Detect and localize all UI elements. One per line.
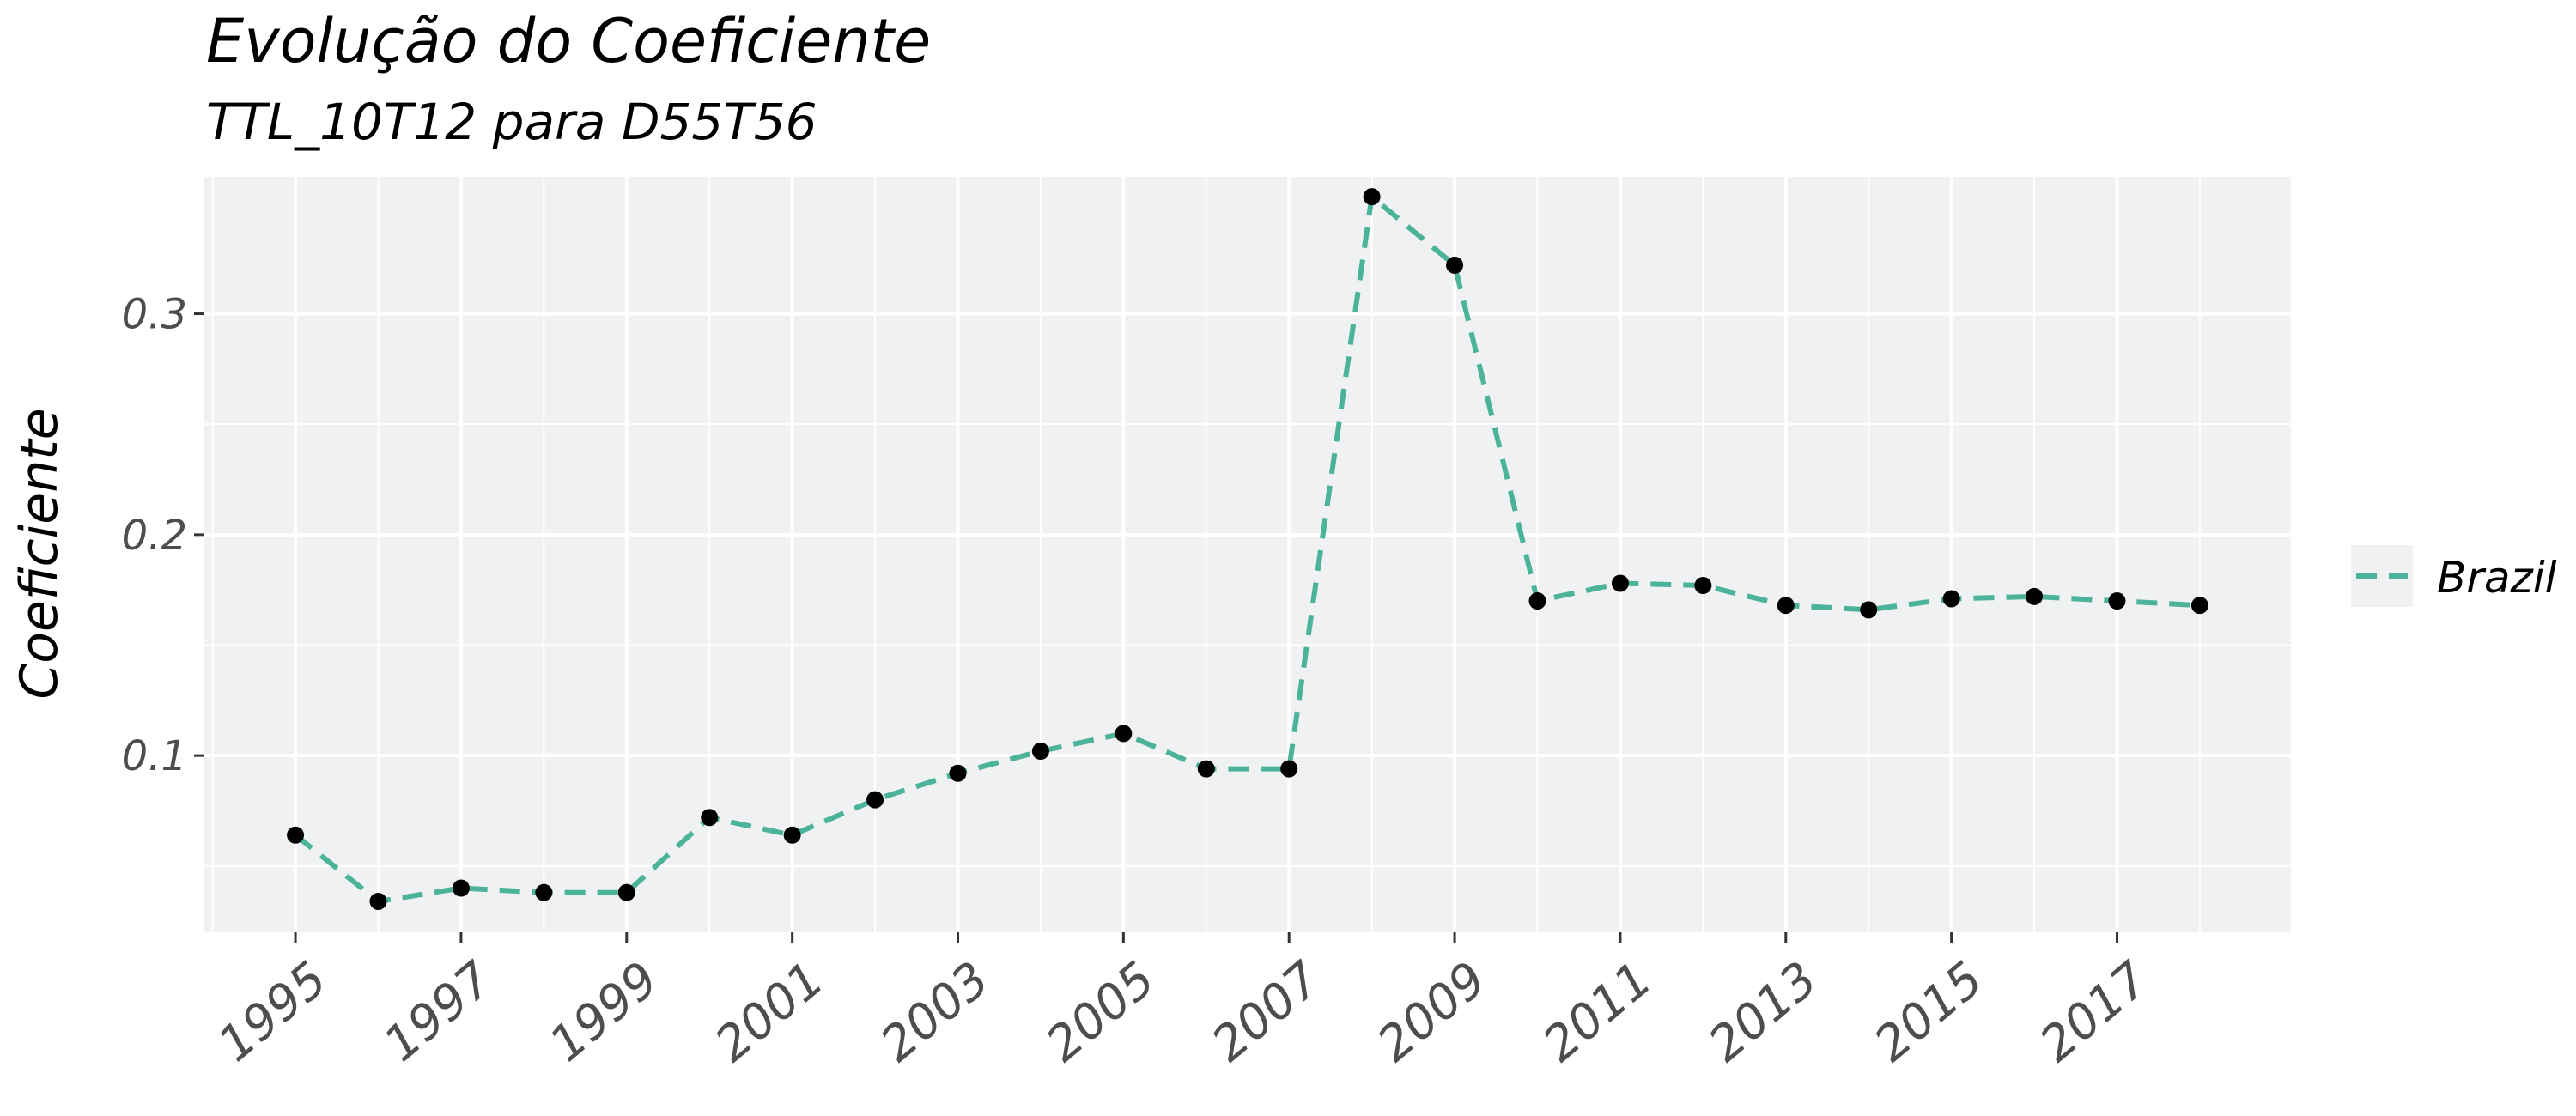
x-tick-label: 2005 [1036,951,1166,1072]
x-tick-label: 1997 [374,951,503,1073]
data-point [1611,574,1629,592]
x-tick-label: 2015 [1864,951,1994,1072]
data-point [783,826,801,844]
legend-label-brazil: Brazil [2437,553,2557,603]
series-layer [287,188,2208,910]
data-point [2108,592,2126,610]
x-axis: 1995 1997 1999 2001 2003 2005 2007 2009 2011 2013… [208,932,2160,1073]
data-point [2190,597,2208,615]
y-tick-label: 0.3 [122,291,187,339]
y-axis-title: Coeficiente [9,408,70,699]
data-point [1446,256,1464,274]
data-point [1528,592,1546,610]
chart-subtitle: TTL_10T12 para D55T56 [206,93,817,151]
chart-title: Evolução do Coeficiente [206,6,931,76]
data-point [1197,760,1215,778]
data-point [1777,597,1795,615]
data-point [1860,601,1878,619]
data-point [1115,725,1133,743]
data-point [452,879,470,897]
x-tick-label: 1995 [208,951,337,1072]
x-tick-label: 2017 [2030,951,2160,1073]
x-tick-label: 2003 [871,951,1000,1072]
data-point [949,764,967,782]
data-point [1694,577,1712,595]
data-point [701,809,719,827]
x-tick-label: 2007 [1201,951,1331,1073]
legend: Brazil [2351,545,2557,607]
data-point [369,892,387,910]
x-tick-label: 1999 [539,951,669,1072]
data-point [1031,743,1049,761]
series-line-brazil [294,194,2201,904]
data-point [1942,590,1960,608]
data-point [287,826,305,844]
x-tick-label: 2013 [1698,951,1828,1072]
data-point [535,883,553,901]
y-tick-label: 0.1 [122,732,187,780]
x-tick-label: 2001 [705,951,835,1072]
y-tick-label: 0.2 [122,512,187,560]
y-axis: 0.1 0.2 0.3 [122,291,204,780]
plot-panel [204,177,2291,932]
data-point [2026,587,2044,605]
x-tick-label: 2009 [1367,951,1497,1072]
grid-minor [204,177,2291,932]
grid-major [204,177,2291,932]
data-point [617,883,635,901]
x-tick-label: 2011 [1533,951,1662,1072]
data-point [1280,760,1298,778]
data-point [1363,188,1381,206]
data-point [866,791,884,809]
